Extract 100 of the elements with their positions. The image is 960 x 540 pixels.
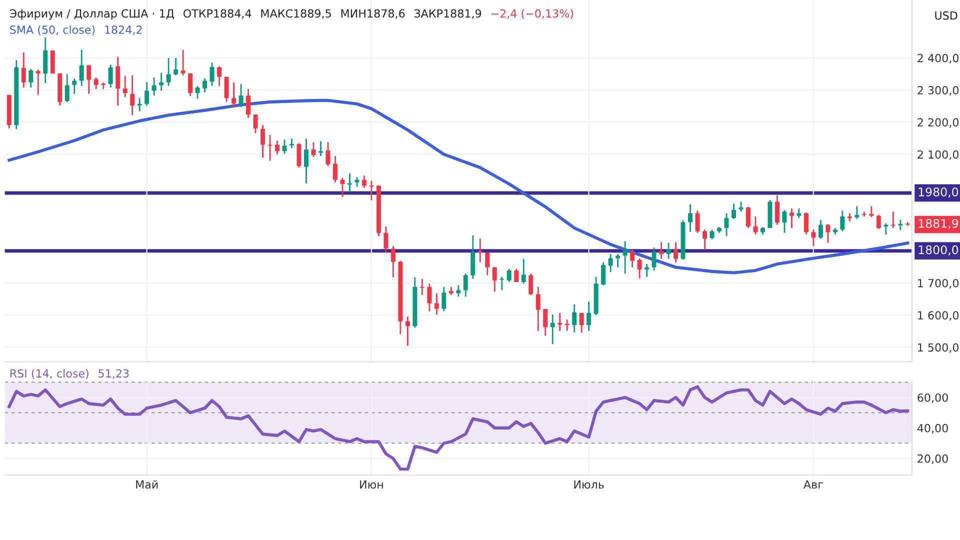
candlestick xyxy=(166,57,171,87)
candlestick xyxy=(608,253,613,273)
candlestick xyxy=(616,253,620,268)
candlestick xyxy=(79,49,84,87)
candlestick xyxy=(811,228,816,247)
ref-line-label: 1980,0 xyxy=(918,187,958,198)
candlestick xyxy=(586,300,592,332)
candlestick xyxy=(43,36,48,84)
candlestick xyxy=(637,258,642,280)
series-label: RSI (14, close) xyxy=(10,369,88,379)
candlestick xyxy=(840,210,845,232)
candlestick xyxy=(202,78,208,93)
candlestick xyxy=(710,228,714,240)
candlestick xyxy=(774,194,780,226)
candlestick xyxy=(630,248,635,268)
candlestick xyxy=(521,258,526,284)
candlestick xyxy=(695,210,700,234)
candlestick xyxy=(311,141,316,158)
candlestick xyxy=(478,238,482,263)
candlestick xyxy=(354,176,360,188)
candlestick xyxy=(876,214,881,230)
text: 51,23 xyxy=(98,369,129,379)
candlestick xyxy=(232,82,236,108)
y-tick-label: 2 400,0 xyxy=(918,54,959,64)
candlestick xyxy=(188,72,193,97)
candlestick xyxy=(260,124,266,158)
candlestick xyxy=(572,304,577,334)
candlestick xyxy=(796,208,802,219)
candlestick xyxy=(420,278,424,296)
annotation: МИН1878,6 xyxy=(341,9,405,19)
ref-line-label: 1800,0 xyxy=(918,245,958,256)
candlestick xyxy=(282,138,287,154)
candlestick xyxy=(506,268,512,283)
text: Эфириум / Доллар США · 1Д xyxy=(10,9,174,20)
candlestick xyxy=(122,75,128,98)
candlestick xyxy=(86,64,92,95)
candlestick xyxy=(384,226,388,254)
candlestick xyxy=(818,219,823,240)
candlestick xyxy=(514,268,519,283)
candlestick xyxy=(898,218,903,231)
y-tick-label: 20,00 xyxy=(918,454,948,464)
candlestick xyxy=(304,138,308,184)
candlestick xyxy=(195,85,200,100)
candlestick xyxy=(36,68,40,96)
candlestick xyxy=(72,78,77,95)
annotation: −2,4 (−0,13%) xyxy=(491,9,574,19)
candlestick xyxy=(732,202,736,220)
candlestick xyxy=(702,228,708,250)
candlestick xyxy=(558,312,562,332)
candlestick xyxy=(884,222,888,236)
candlestick xyxy=(64,74,70,103)
candlestick xyxy=(137,97,142,112)
candlestick xyxy=(108,64,113,88)
candlestick xyxy=(253,114,258,134)
candlestick xyxy=(659,241,664,260)
candlestick xyxy=(622,240,628,274)
candlestick xyxy=(362,174,366,189)
candlestick xyxy=(804,212,808,236)
candlestick xyxy=(332,155,338,184)
candlestick xyxy=(543,308,548,336)
candlestick xyxy=(116,56,120,106)
candlestick xyxy=(738,200,744,212)
candlestick xyxy=(224,76,229,103)
candlestick xyxy=(456,284,461,298)
candlestick xyxy=(579,312,584,334)
annotation: 1824,2 xyxy=(105,26,142,36)
candlestick xyxy=(152,76,156,96)
candlestick xyxy=(180,49,186,76)
candlestick xyxy=(753,216,758,236)
candlestick xyxy=(528,272,534,296)
candlestick xyxy=(674,241,678,264)
candlestick xyxy=(601,262,606,286)
candlestick xyxy=(94,76,98,90)
candlestick xyxy=(340,177,345,198)
candlestick xyxy=(463,272,468,298)
candlestick xyxy=(369,180,374,202)
candlestick xyxy=(782,209,787,234)
candlestick xyxy=(405,316,410,346)
candlestick xyxy=(28,68,34,88)
candlestick xyxy=(644,263,650,278)
candlestick xyxy=(174,57,178,76)
text: SMA (50, close) xyxy=(10,25,95,36)
candlestick xyxy=(275,140,280,156)
candlestick xyxy=(666,242,671,260)
y-tick-label: 2 100,0 xyxy=(918,150,959,160)
candlestick xyxy=(826,223,830,244)
candlestick xyxy=(746,206,750,229)
y-tick-label: 1 600,0 xyxy=(918,311,959,321)
candlestick xyxy=(210,62,214,87)
y-tick-label: 1 500,0 xyxy=(918,343,959,353)
candlestick xyxy=(268,134,272,162)
y-tick-label: 2 200,0 xyxy=(918,118,959,128)
candlestick xyxy=(869,205,874,218)
candlestick xyxy=(442,286,446,312)
text: USD xyxy=(935,11,958,20)
candlestick xyxy=(492,266,497,292)
candlestick xyxy=(326,141,330,167)
candlestick xyxy=(50,50,55,74)
candlestick xyxy=(390,245,396,278)
candlestick xyxy=(890,210,896,229)
